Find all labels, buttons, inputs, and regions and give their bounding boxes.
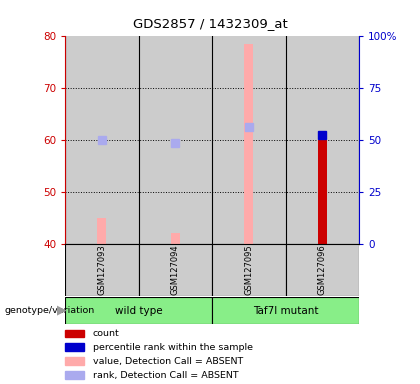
Bar bbox=[65, 358, 84, 365]
Text: percentile rank within the sample: percentile rank within the sample bbox=[93, 343, 253, 352]
Bar bbox=[139, 36, 212, 244]
Bar bbox=[286, 244, 359, 296]
Bar bbox=[212, 36, 286, 244]
Text: value, Detection Call = ABSENT: value, Detection Call = ABSENT bbox=[93, 357, 243, 366]
Bar bbox=[318, 140, 327, 244]
Bar bbox=[65, 371, 84, 379]
Text: Taf7l mutant: Taf7l mutant bbox=[253, 306, 318, 316]
Bar bbox=[212, 297, 359, 324]
Bar bbox=[212, 244, 286, 296]
Bar bbox=[171, 233, 180, 244]
Bar bbox=[244, 44, 253, 244]
Text: GDS2857 / 1432309_at: GDS2857 / 1432309_at bbox=[133, 17, 287, 30]
Text: count: count bbox=[93, 329, 119, 338]
Text: GSM127093: GSM127093 bbox=[97, 244, 106, 295]
Bar bbox=[97, 218, 106, 244]
Text: rank, Detection Call = ABSENT: rank, Detection Call = ABSENT bbox=[93, 371, 238, 380]
Bar bbox=[139, 244, 212, 296]
Bar bbox=[286, 36, 359, 244]
Text: GSM127094: GSM127094 bbox=[171, 245, 180, 295]
Text: genotype/variation: genotype/variation bbox=[4, 306, 94, 315]
Bar bbox=[65, 36, 139, 244]
Bar bbox=[65, 244, 139, 296]
Bar bbox=[65, 297, 212, 324]
Bar bbox=[65, 329, 84, 337]
Text: ▶: ▶ bbox=[58, 304, 67, 317]
Bar bbox=[65, 343, 84, 351]
Text: wild type: wild type bbox=[115, 306, 163, 316]
Text: GSM127095: GSM127095 bbox=[244, 245, 253, 295]
Text: GSM127096: GSM127096 bbox=[318, 244, 327, 295]
